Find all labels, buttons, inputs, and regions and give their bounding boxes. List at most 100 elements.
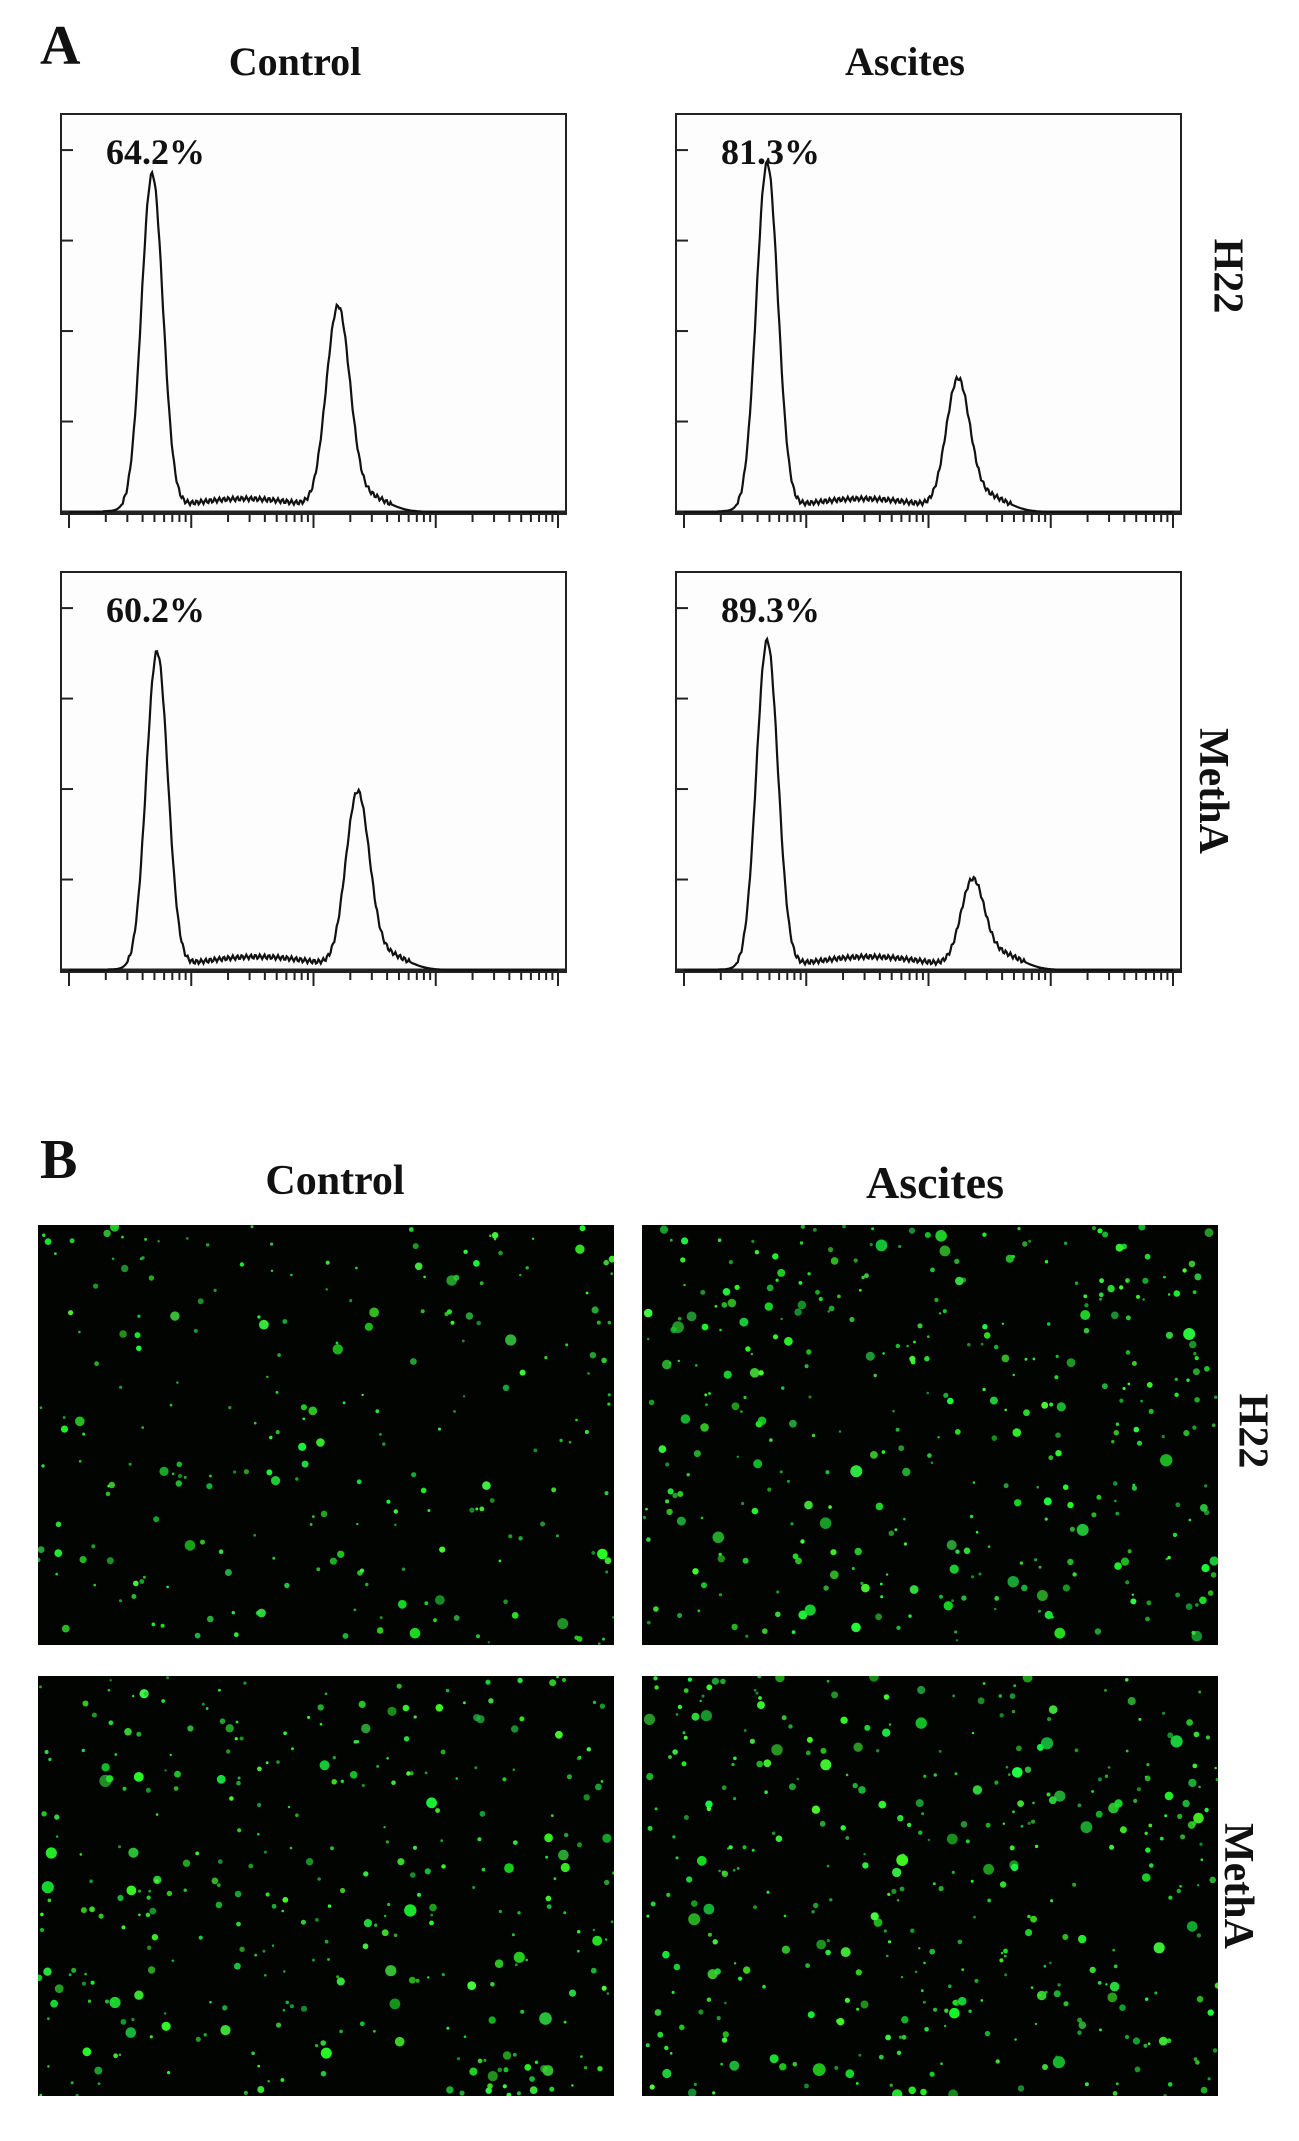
fluorescent-cell [1144,1253,1151,1260]
fluorescent-cell [858,2053,862,2057]
fluorescent-cell [408,1227,414,1232]
fluorescent-cell [307,1715,311,1719]
fluorescent-cell [923,1774,927,1778]
fluorescent-cell [440,1839,444,1843]
fluorescent-cell [406,1771,411,1776]
fluorescent-cell [271,1476,281,1486]
fluorescent-cell [717,1238,722,1242]
fluorescent-cell [883,1694,890,1700]
fluorescent-cell [283,1970,286,1973]
fluorescent-cell [233,1632,239,1638]
fluorescent-cell [932,1882,936,1886]
fluorescent-cell [1102,1231,1109,1238]
fluorescent-cell [797,1300,807,1310]
fluorescent-cell [393,1509,398,1514]
fluorescent-cell [712,1531,725,1544]
fluorescent-cell [1158,2036,1168,2046]
fluorescent-cell [721,1302,728,1308]
fluorescent-cell [1119,1826,1127,1834]
fluorescent-cell [300,1919,306,1925]
fluorescent-cell [605,1570,609,1574]
fluorescent-cell [654,1807,658,1811]
fluorescent-cell [870,1451,878,1459]
fluorescent-cell [1048,1796,1057,1805]
fluorescent-cell [430,1913,434,1917]
fluorescent-cell [756,1760,763,1768]
fluorescent-cell [895,1427,900,1432]
fluorescent-cell [882,1728,891,1737]
fluorescent-cell [38,1974,43,1981]
fluorescent-cell [511,1725,519,1733]
fluorescent-cell [550,1814,554,1817]
fluorescent-cell [603,1259,609,1266]
fluorescent-cell [542,2065,554,2076]
fluorescent-cell [257,2064,261,2068]
fluorescent-cell [786,1479,790,1483]
fluorescent-cell [738,1976,743,1981]
fluorescent-cell [305,1858,314,1866]
fluorescent-cell [409,1627,421,1639]
fluorescent-cell [764,1790,768,1794]
fluorescent-cell [276,2022,282,2028]
fluorescent-cell [47,1898,52,1903]
fluorescent-cell [999,1958,1004,1963]
fluorescent-cell [446,2086,454,2094]
fluorescent-cell [331,1779,338,1785]
fluorescent-cell [1167,1555,1171,1560]
fluorescent-cell [683,1815,689,1820]
fluorescent-cell [147,1945,152,1950]
fluorescent-cell [342,1401,346,1405]
fluorescent-cell [282,2008,286,2012]
fluorescent-cell [359,2021,365,2027]
fluorescent-cell [955,1549,960,1554]
fluorescent-cell [601,1357,607,1364]
fluorescent-cell [209,1474,212,1478]
fluorescent-cell [606,1992,610,1995]
fluorescent-cell [1030,1819,1036,1824]
fluorescent-cell [1043,1497,1052,1506]
fluorescent-cell [914,1970,918,1974]
fluorescent-cell [875,1239,888,1252]
fluorescent-cell [1136,1294,1140,1299]
fluorescent-cell [927,1453,932,1458]
fluorescent-cell [728,1845,733,1850]
fluorescent-cell [654,1685,659,1690]
fluorescent-cell [807,2011,815,2019]
histogram-frame [675,113,1182,515]
fluorescent-cell [289,1846,293,1850]
fluorescent-cell [166,1676,170,1680]
fluorescent-cell [946,1540,957,1550]
fluorescent-cell [741,1501,745,1506]
fluorescent-cell [653,1606,659,1612]
fluorescent-cell [1136,1440,1143,1446]
fluorescent-cell [160,1623,165,1628]
fluorescent-cell [1173,1290,1181,1297]
fluorescent-cell [1012,1373,1015,1377]
fluorescent-cell [719,1328,722,1332]
fluorescent-cell [94,2066,103,2075]
fluorescent-cell [239,1946,245,1952]
fluorescent-cell [477,1837,482,1842]
fluorescent-cell [234,1890,242,1898]
fluorescent-cell [590,1967,597,1974]
fluorescent-cell [205,1707,209,1710]
fluorescent-cell [143,1691,148,1696]
fluorescent-cell [745,1634,749,1638]
fluorescent-cell [1089,1966,1096,1974]
fluorescent-cell [1198,1785,1201,1789]
fluorescent-cell [503,1599,508,1604]
fluorescent-cell [828,1505,832,1509]
fluorescent-cell [676,1516,686,1526]
fluorescent-cell [243,2090,248,2095]
fluorescent-cell [1052,2056,1065,2069]
fluorescent-cell [250,1225,254,1229]
fluorescent-cell [954,1630,958,1634]
fluorescent-cell [975,1530,979,1534]
fluorescent-cell [525,1958,529,1962]
fluorescent-cell [38,1546,45,1553]
fluorescent-cell [519,1369,526,1376]
fluorescent-cell [272,1556,276,1560]
fluorescent-cell [446,2026,450,2030]
fluorescent-cell [743,1395,747,1400]
fluorescent-cell [933,2007,938,2012]
